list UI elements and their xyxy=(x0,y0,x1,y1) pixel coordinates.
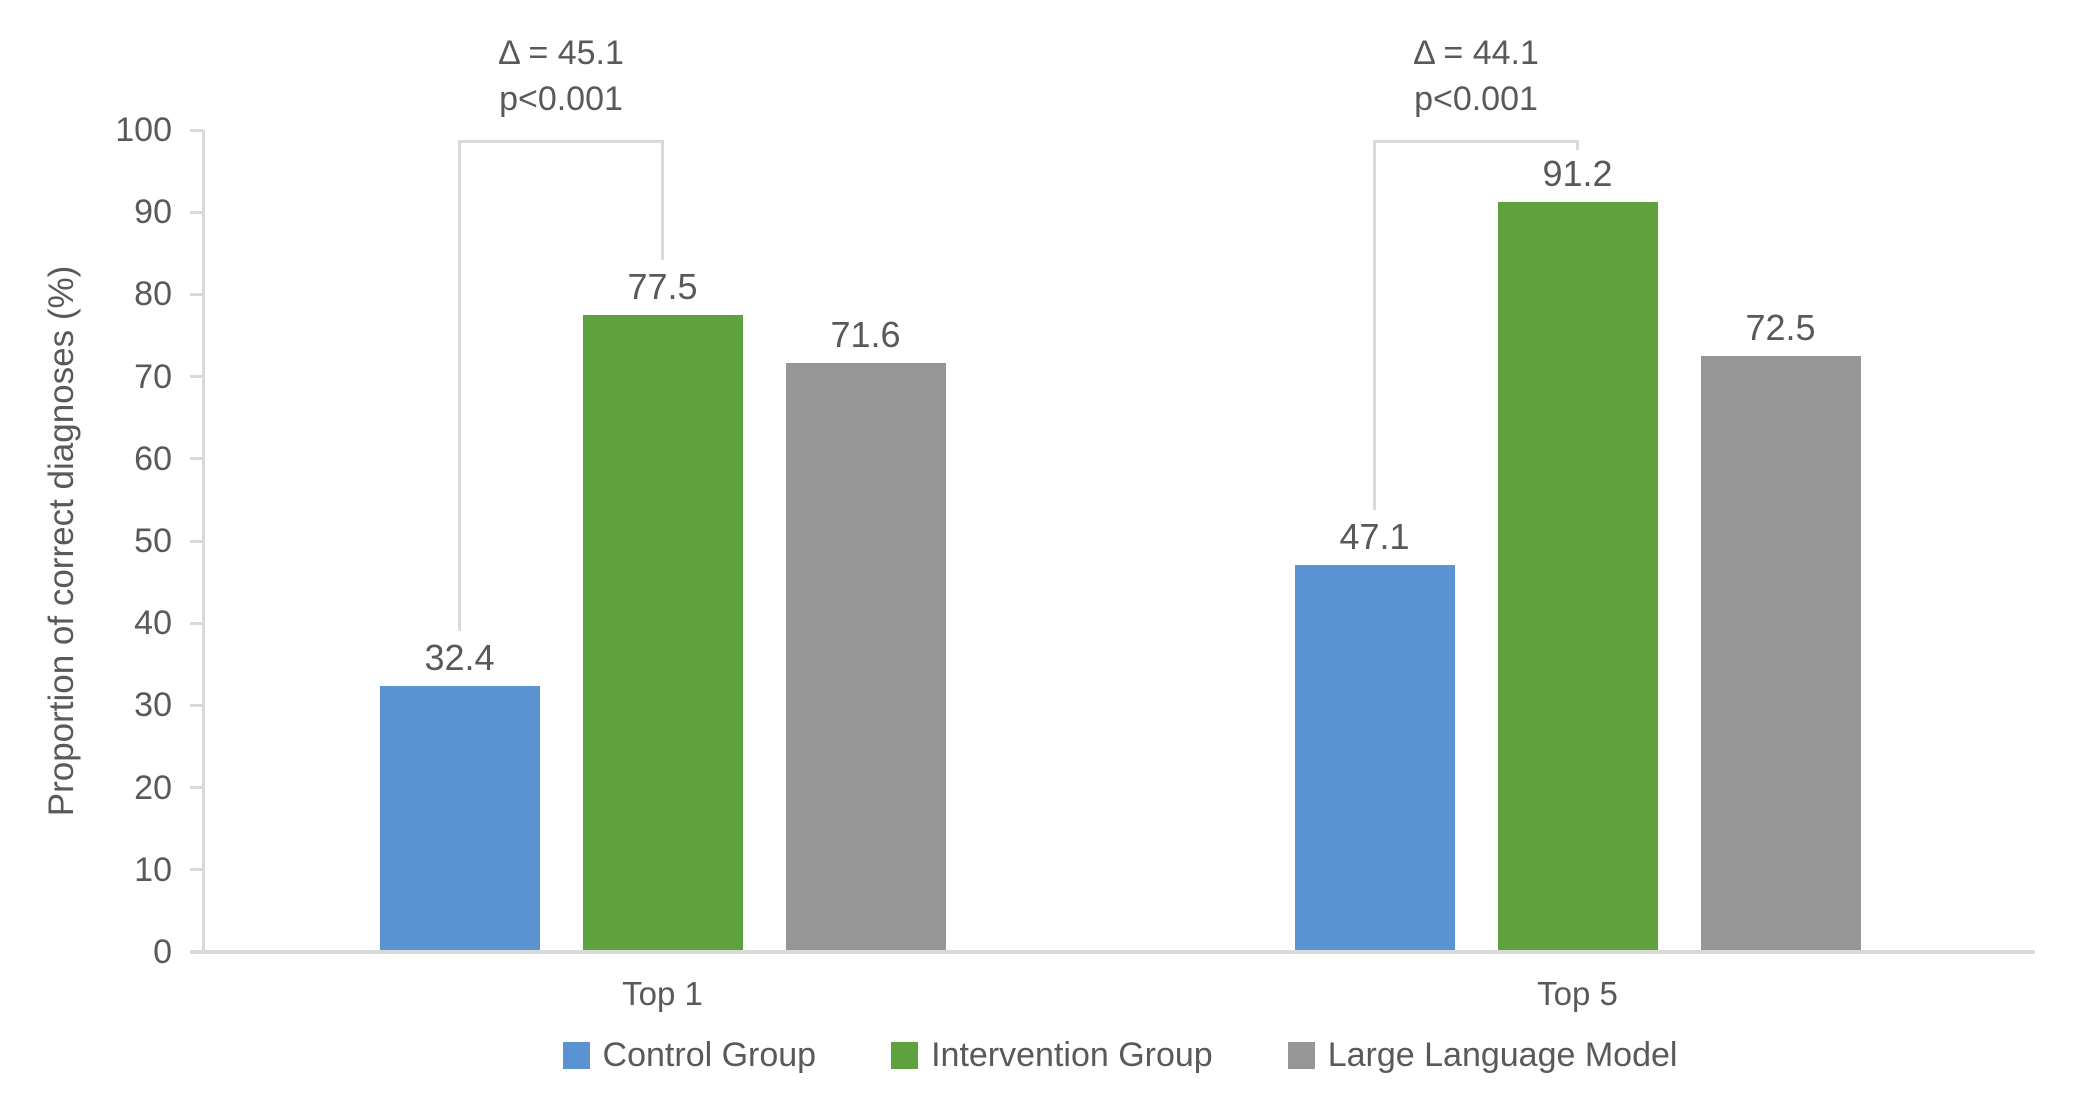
significance-bracket-right-leg xyxy=(1576,140,1579,150)
y-tick-mark xyxy=(190,786,203,790)
y-tick-mark xyxy=(190,868,203,872)
y-tick-label: 50 xyxy=(134,522,172,560)
legend-item: Control Group xyxy=(562,1034,817,1076)
y-tick-label: 60 xyxy=(134,439,172,478)
bar-large-language-model xyxy=(785,363,946,952)
y-axis-line xyxy=(202,130,205,952)
legend-label: Large Language Model xyxy=(1327,1036,1678,1074)
y-tick-label: 70 xyxy=(134,357,172,396)
y-tick-label: 40 xyxy=(134,604,172,643)
y-tick-label: 0 xyxy=(153,933,172,971)
significance-bracket xyxy=(459,140,663,143)
annotation-delta: Δ = 44.1 xyxy=(1413,34,1539,72)
bar-intervention-group xyxy=(1497,202,1658,952)
bar-value-label: 71.6 xyxy=(830,314,901,356)
significance-bracket-right-leg xyxy=(661,140,664,260)
annotation-delta: Δ = 45.1 xyxy=(498,34,624,72)
significance-bracket xyxy=(1374,140,1578,143)
annotation-text: Δ = 44.1 p<0.001 xyxy=(1316,30,1636,122)
legend-item: Large Language Model xyxy=(1287,1034,1678,1076)
y-tick-mark xyxy=(190,457,203,461)
legend-swatch xyxy=(562,1041,590,1069)
y-tick-label: 100 xyxy=(115,111,172,149)
legend: Control Group Intervention Group Large Lan… xyxy=(205,1034,2035,1076)
y-tick-mark xyxy=(190,621,203,625)
bar-control-group xyxy=(1294,564,1455,952)
legend-label: Intervention Group xyxy=(931,1036,1213,1074)
y-tick-label: 10 xyxy=(134,850,172,889)
annotation-text: Δ = 45.1 p<0.001 xyxy=(401,30,721,122)
annotation-pvalue: p<0.001 xyxy=(1414,80,1538,118)
y-tick-mark xyxy=(190,539,203,543)
y-tick-label: 80 xyxy=(134,275,172,314)
legend-swatch xyxy=(1287,1041,1315,1069)
bar-value-label: 77.5 xyxy=(627,265,698,307)
y-tick-mark xyxy=(190,375,203,379)
x-axis-line xyxy=(190,950,2035,954)
y-tick-mark xyxy=(190,703,203,707)
bar-control-group xyxy=(379,685,540,952)
y-tick-label: 20 xyxy=(134,768,172,807)
significance-bracket-left-leg xyxy=(458,140,461,631)
bar-value-label: 72.5 xyxy=(1745,307,1816,349)
legend-swatch xyxy=(891,1041,919,1069)
y-tick-label: 30 xyxy=(134,686,172,725)
legend-item: Intervention Group xyxy=(891,1034,1213,1076)
y-tick-mark xyxy=(190,128,203,132)
legend-label: Control Group xyxy=(602,1036,817,1074)
bar-large-language-model xyxy=(1700,356,1861,952)
bar-value-label: 32.4 xyxy=(424,636,495,678)
y-tick-mark xyxy=(190,210,203,214)
significance-bracket-left-leg xyxy=(1373,140,1376,510)
x-category-label: Top 1 xyxy=(622,975,703,1012)
bar-value-label: 91.2 xyxy=(1542,153,1613,195)
x-category-label: Top 5 xyxy=(1537,975,1618,1012)
bar-value-label: 47.1 xyxy=(1339,515,1410,557)
annotation-pvalue: p<0.001 xyxy=(499,80,623,118)
y-tick-label: 90 xyxy=(134,193,172,232)
y-tick-mark xyxy=(190,292,203,296)
bar-intervention-group xyxy=(582,314,743,952)
